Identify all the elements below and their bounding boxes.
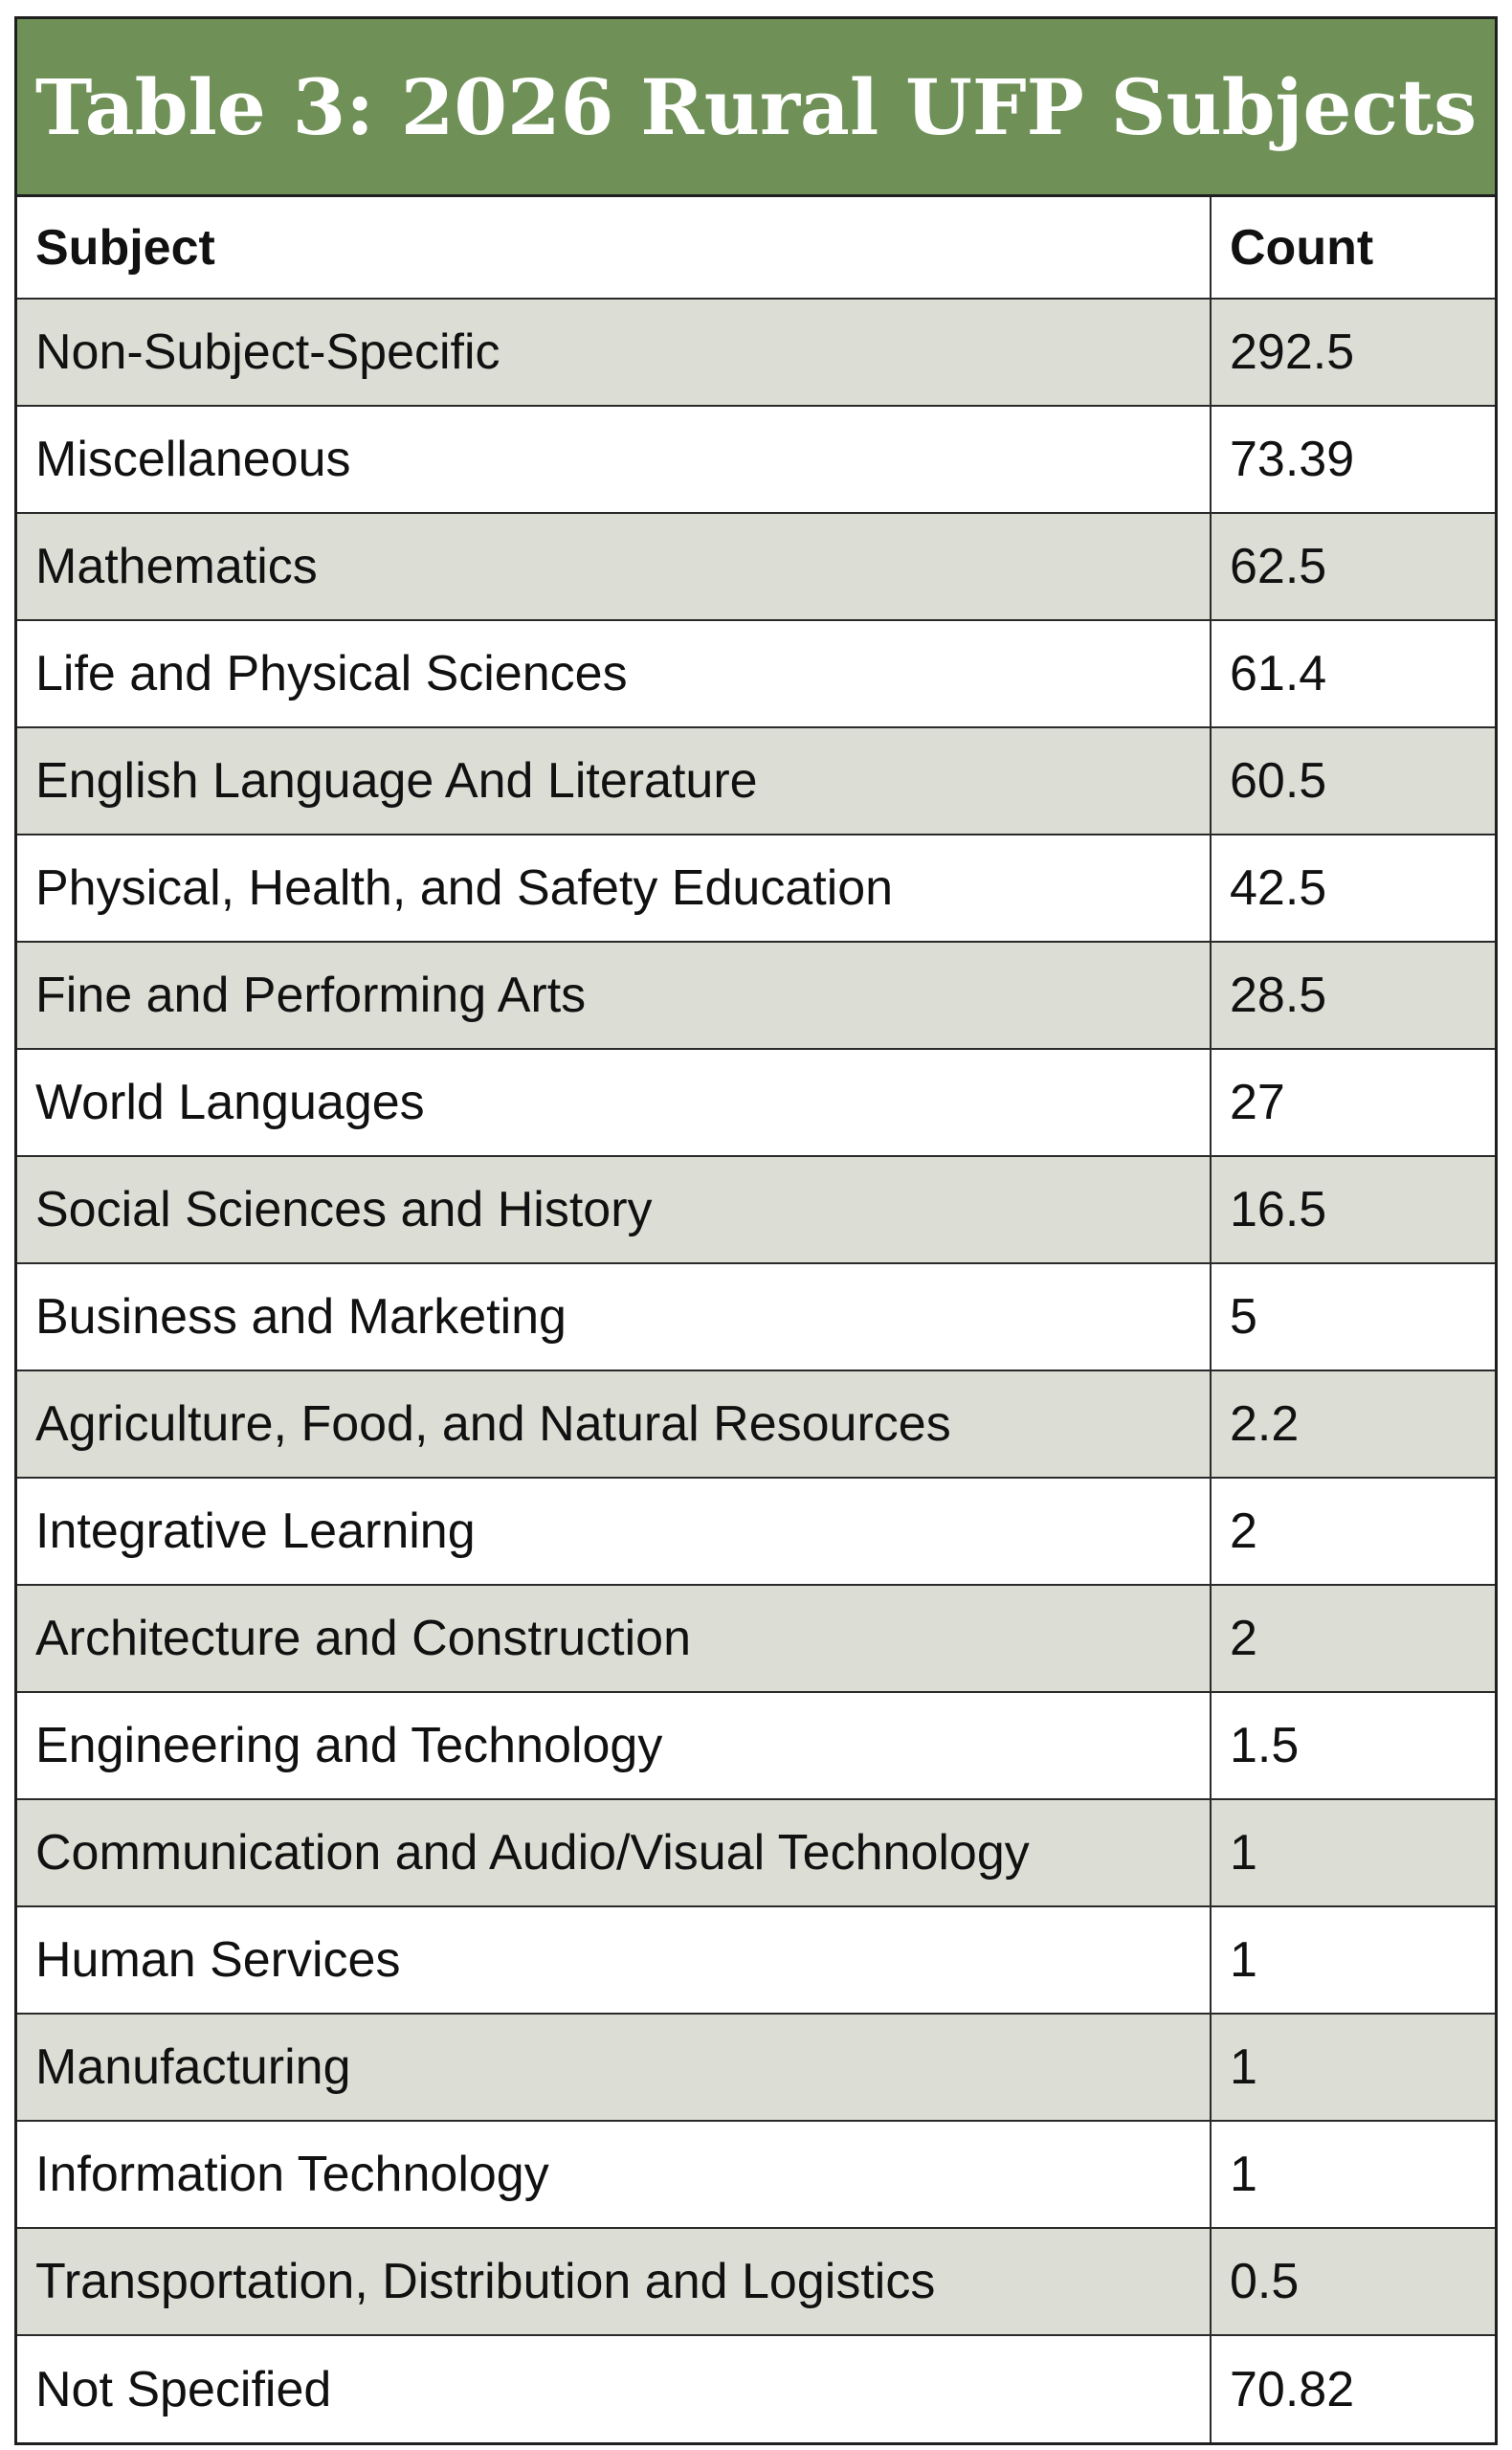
data-table: Subject Count Non-Subject-Specific 292.5 M… — [17, 197, 1495, 2442]
count-cell: 62.5 — [1210, 512, 1495, 620]
count-cell: 2 — [1210, 1477, 1495, 1585]
subject-cell: World Languages — [17, 1048, 1211, 1156]
table-row: Life and Physical Sciences 61.4 — [17, 619, 1495, 727]
count-cell: 42.5 — [1210, 834, 1495, 942]
count-cell: 27 — [1210, 1048, 1495, 1156]
subjects-table: Table 3: 2026 Rural UFP Subjects Subject… — [14, 16, 1498, 2445]
header-row: Subject Count — [17, 197, 1495, 299]
count-cell: 5 — [1210, 1262, 1495, 1370]
subject-cell: Non-Subject-Specific — [17, 298, 1211, 406]
subject-cell: Life and Physical Sciences — [17, 619, 1211, 727]
count-cell: 1 — [1210, 1905, 1495, 2014]
table-row: Physical, Health, and Safety Education 42… — [17, 834, 1495, 942]
table-row: Information Technology 1 — [17, 2120, 1495, 2228]
count-cell: 70.82 — [1210, 2334, 1495, 2442]
table-body: Non-Subject-Specific 292.5 Miscellaneous 73… — [17, 298, 1495, 2442]
table-row: Communication and Audio/Visual Technolog… — [17, 1798, 1495, 1906]
subject-cell: Manufacturing — [17, 2013, 1211, 2121]
table-row: World Languages 27 — [17, 1048, 1495, 1156]
count-cell: 73.39 — [1210, 405, 1495, 513]
column-header-subject: Subject — [35, 219, 215, 276]
table-row: Human Services 1 — [17, 1905, 1495, 2014]
subject-cell: Agriculture, Food, and Natural Resources — [17, 1370, 1211, 1478]
table-row: Not Specified 70.82 — [17, 2334, 1495, 2442]
subject-cell: Miscellaneous — [17, 405, 1211, 513]
count-cell: 1 — [1210, 2120, 1495, 2228]
table-row: Miscellaneous 73.39 — [17, 405, 1495, 513]
count-cell: 60.5 — [1210, 726, 1495, 835]
column-header-count: Count — [1210, 197, 1495, 299]
count-cell: 292.5 — [1210, 298, 1495, 406]
table-row: Mathematics 62.5 — [17, 512, 1495, 620]
table-row: Fine and Performing Arts 28.5 — [17, 941, 1495, 1049]
table-row: Manufacturing 1 — [17, 2013, 1495, 2121]
count-cell: 61.4 — [1210, 619, 1495, 727]
subject-cell: Social Sciences and History — [17, 1155, 1211, 1263]
subject-cell: Information Technology — [17, 2120, 1211, 2228]
table-row: Business and Marketing 5 — [17, 1262, 1495, 1370]
table-row: Agriculture, Food, and Natural Resources… — [17, 1370, 1495, 1478]
subject-cell: Engineering and Technology — [17, 1691, 1211, 1799]
subject-cell: Integrative Learning — [17, 1477, 1211, 1585]
subject-cell: Communication and Audio/Visual Technolog… — [17, 1798, 1211, 1906]
count-cell: 1.5 — [1210, 1691, 1495, 1799]
count-cell: 1 — [1210, 1798, 1495, 1906]
table-title-bar: Table 3: 2026 Rural UFP Subjects — [17, 19, 1495, 197]
subject-cell: Architecture and Construction — [17, 1584, 1211, 1692]
subject-cell: Human Services — [17, 1905, 1211, 2014]
count-cell: 16.5 — [1210, 1155, 1495, 1263]
table-row: Integrative Learning 2 — [17, 1477, 1495, 1585]
subject-cell: Fine and Performing Arts — [17, 941, 1211, 1049]
count-cell: 0.5 — [1210, 2227, 1495, 2335]
count-cell: 2 — [1210, 1584, 1495, 1692]
table-row: Transportation, Distribution and Logisti… — [17, 2227, 1495, 2335]
table-title: Table 3: 2026 Rural UFP Subjects — [34, 61, 1478, 152]
table-row: Non-Subject-Specific 292.5 — [17, 298, 1495, 406]
table-row: Social Sciences and History 16.5 — [17, 1155, 1495, 1263]
count-cell: 2.2 — [1210, 1370, 1495, 1478]
subject-cell: English Language And Literature — [17, 726, 1211, 835]
count-cell: 1 — [1210, 2013, 1495, 2121]
count-cell: 28.5 — [1210, 941, 1495, 1049]
subject-cell: Business and Marketing — [17, 1262, 1211, 1370]
subject-cell: Not Specified — [17, 2334, 1211, 2442]
table-row: Architecture and Construction 2 — [17, 1584, 1495, 1692]
subject-cell: Mathematics — [17, 512, 1211, 620]
subject-cell: Transportation, Distribution and Logisti… — [17, 2227, 1211, 2335]
subject-cell: Physical, Health, and Safety Education — [17, 834, 1211, 942]
table-row: English Language And Literature 60.5 — [17, 726, 1495, 835]
table-row: Engineering and Technology 1.5 — [17, 1691, 1495, 1799]
